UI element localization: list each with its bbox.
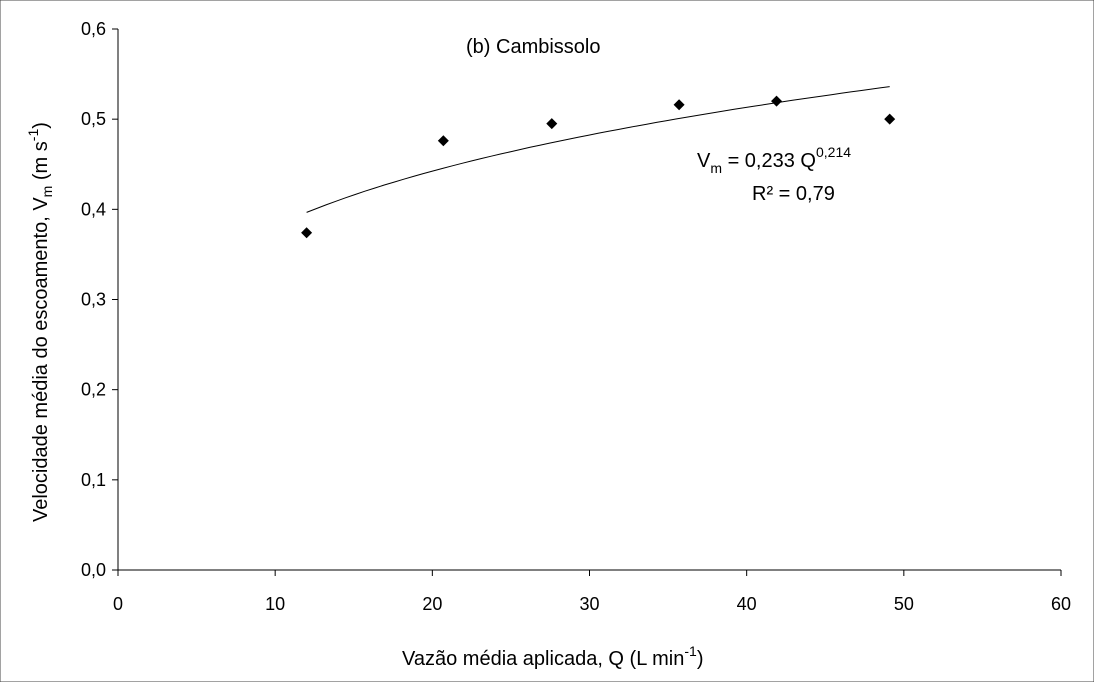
r-squared-label: R² = 0,79 [752, 183, 835, 205]
data-point [546, 118, 558, 130]
equation-v: V [697, 150, 711, 172]
y-axis-title-mid: (m s [30, 141, 52, 185]
y-axis-title-exponent: -1 [25, 129, 41, 142]
equation-body: = 0,233 Q [722, 150, 816, 172]
y-axis-title: Velocidade média do escoamento, Vm (m s-… [25, 122, 55, 522]
y-tick-label: 0,5 [81, 109, 106, 129]
x-axis-title-exponent: -1 [684, 643, 697, 659]
x-tick-label: 0 [113, 594, 123, 614]
y-tick-label: 0,1 [81, 470, 106, 490]
chart-title: (b) Cambissolo [466, 36, 600, 58]
y-axis-title-close: ) [30, 122, 52, 129]
y-axis-title-pre: Velocidade média do escoamento, V [30, 197, 52, 522]
x-tick-label: 50 [894, 594, 914, 614]
x-axis-title-main: Vazão média aplicada, Q (L min [402, 648, 684, 670]
data-point [884, 113, 896, 125]
y-tick-label: 0,2 [81, 380, 106, 400]
data-point [673, 99, 685, 111]
x-tick-label: 60 [1051, 594, 1071, 614]
x-axis-title: Vazão média aplicada, Q (L min-1) [402, 643, 704, 670]
y-tick-label: 0,3 [81, 290, 106, 310]
trendline [306, 86, 890, 213]
equation-v-subscript: m [710, 160, 722, 176]
x-axis-title-close: ) [697, 648, 704, 670]
trend-equation: Vm = 0,233 Q0,214 [697, 144, 851, 176]
equation-exponent: 0,214 [816, 144, 851, 160]
data-point [437, 135, 449, 147]
x-tick-label: 40 [737, 594, 757, 614]
plot-area: 0,0 0,1 0,2 0,3 0,4 0,5 0,6 0 10 20 30 40 50 60 [81, 19, 1071, 614]
y-axis-title-subscript: m [39, 186, 55, 198]
y-tick-label: 0,0 [81, 560, 106, 580]
x-tick-label: 10 [265, 594, 285, 614]
x-tick-label: 30 [579, 594, 599, 614]
y-tick-label: 0,4 [81, 199, 106, 219]
y-tick-label: 0,6 [81, 19, 106, 39]
x-tick-label: 20 [422, 594, 442, 614]
data-point [301, 227, 313, 239]
data-point [771, 95, 783, 107]
